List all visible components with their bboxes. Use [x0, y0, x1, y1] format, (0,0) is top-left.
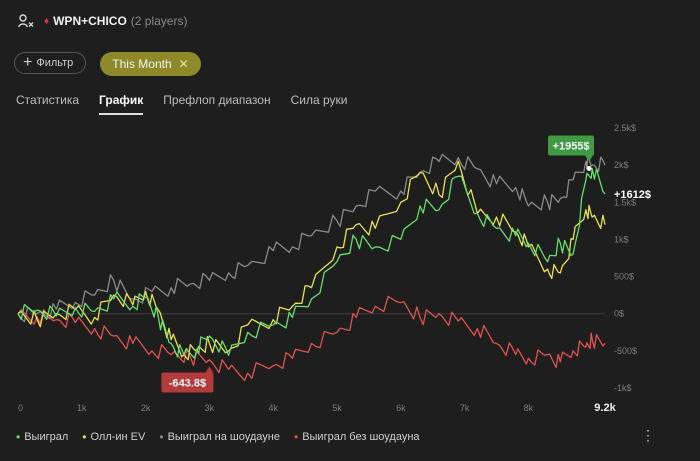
plus-icon: +: [23, 54, 33, 71]
close-icon[interactable]: ✕: [178, 57, 189, 71]
filter-bar: + Фильтр This Month ✕: [14, 52, 201, 76]
legend-label-won: Выиграл: [24, 431, 69, 443]
series-line-showdown: [17, 153, 606, 323]
legend-item-showdown[interactable]: • Выиграл на шоудауне: [159, 430, 280, 444]
month-filter-label: This Month: [112, 57, 172, 71]
page-header: ♦ WPN+CHICO (2 players): [18, 11, 187, 31]
legend-item-won[interactable]: • Выиграл: [16, 430, 68, 444]
y-tick-label: -1k$: [614, 383, 632, 393]
x-tick-label: 0: [18, 403, 23, 413]
more-options-icon[interactable]: ⋮: [641, 427, 655, 443]
legend-dot-icon: •: [16, 430, 21, 444]
y-tick-label: 2.5k$: [614, 123, 636, 133]
min-badge-label: -643.8$: [169, 378, 206, 390]
tab-hand-strength[interactable]: Сила руки: [290, 93, 348, 107]
add-filter-button[interactable]: + Фильтр: [14, 52, 87, 74]
end-value-label: +1612$: [614, 189, 651, 201]
y-tick-label: 1k$: [614, 234, 629, 244]
tab-bar: Статистика График Префлоп диапазон Сила …: [16, 93, 347, 115]
max-badge-pointer: [585, 155, 594, 162]
series-line-won: [17, 167, 606, 359]
legend-dot-icon: •: [82, 430, 87, 444]
y-tick-label: 2k$: [614, 160, 629, 170]
legend-dot-icon: •: [159, 430, 164, 444]
tab-preflop-range[interactable]: Префлоп диапазон: [163, 93, 271, 107]
session-title: WPN+CHICO: [53, 14, 127, 28]
x-tick-label: 1k: [77, 403, 87, 413]
y-tick-label: -500$: [614, 346, 637, 356]
add-filter-label: Фильтр: [36, 57, 74, 69]
x-tick-label: 4k: [268, 403, 278, 413]
x-tick-label: 9.2k: [594, 402, 616, 414]
month-filter-chip[interactable]: This Month ✕: [100, 52, 201, 76]
legend-label-showdown: Выиграл на шоудауне: [167, 431, 280, 443]
status-dot-icon: ♦: [44, 15, 50, 27]
session-subtitle: (2 players): [130, 14, 188, 28]
tab-graph[interactable]: График: [99, 93, 144, 115]
x-tick-label: 8k: [524, 403, 534, 413]
players-icon[interactable]: [18, 13, 34, 29]
profit-chart: 2.5k$ 2k$ 1.5k$ 1k$ 500$ 0$ -500$ -1k$ 0 1k 2k 3k 4k…: [17, 123, 651, 414]
min-badge-pointer: [205, 366, 214, 373]
series-line-allin: [17, 160, 606, 361]
max-point: [586, 165, 592, 171]
series-line-nonshowdown: [17, 295, 606, 382]
y-tick-label: 0$: [614, 309, 624, 319]
max-badge: [548, 135, 595, 156]
x-tick-label: 2k: [141, 403, 151, 413]
max-badge-label: +1955$: [553, 140, 590, 152]
x-tick-label: 7k: [460, 403, 470, 413]
y-tick-label: 1.5k$: [614, 197, 636, 207]
legend-label-allin: Олл-ин EV: [90, 431, 146, 443]
x-tick-label: 3k: [205, 403, 215, 413]
legend-item-nonshowdown[interactable]: • Выиграл без шоудауна: [294, 430, 420, 444]
legend-dot-icon: •: [293, 430, 299, 444]
x-tick-label: 6k: [396, 403, 406, 413]
x-tick-label: 5k: [332, 403, 342, 413]
y-tick-label: 500$: [614, 272, 634, 282]
chart-legend: • Выиграл • Олл-ин EV • Выиграл на шоуда…: [16, 430, 420, 444]
tab-statistics[interactable]: Статистика: [16, 93, 80, 107]
legend-label-nonshowdown: Выиграл без шоудауна: [302, 431, 420, 443]
min-badge: [161, 372, 214, 393]
legend-item-allin[interactable]: • Олл-ин EV: [82, 430, 145, 444]
